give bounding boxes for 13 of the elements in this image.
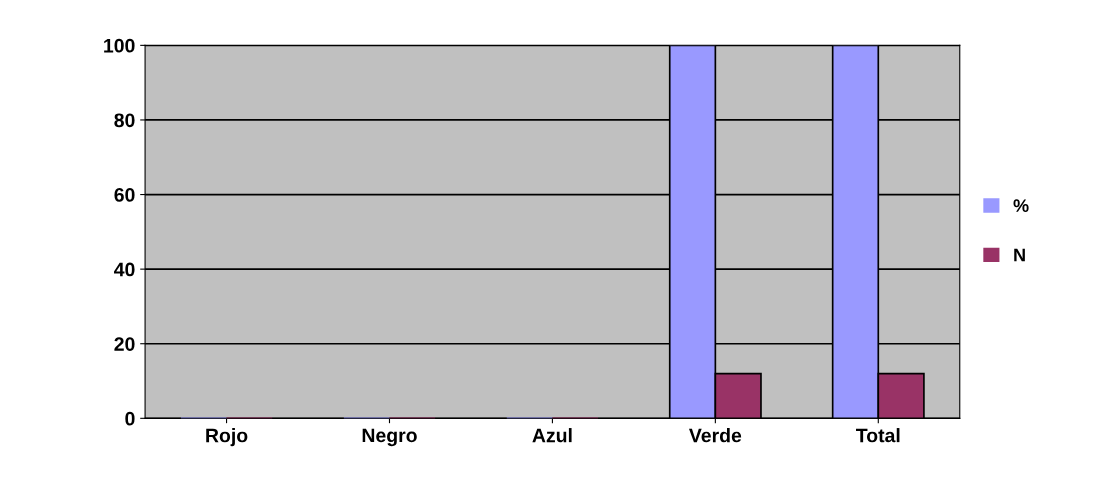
y-tick-label: 100	[104, 38, 135, 53]
legend-label: N	[1014, 248, 1025, 262]
x-tick-label: Azul	[532, 428, 572, 443]
x-tick-label: Verde	[689, 428, 742, 443]
y-tick-label: 80	[114, 113, 135, 128]
x-tick-label: Total	[856, 428, 900, 443]
legend-label: %	[1013, 199, 1029, 212]
y-tick-label: 20	[114, 337, 135, 351]
x-tick-label: Negro	[362, 428, 417, 447]
y-tick-label: 60	[114, 188, 135, 202]
y-tick-label: 40	[114, 262, 135, 277]
x-tick-label: Rojo	[206, 428, 248, 447]
y-tick-label: 0	[125, 411, 135, 426]
